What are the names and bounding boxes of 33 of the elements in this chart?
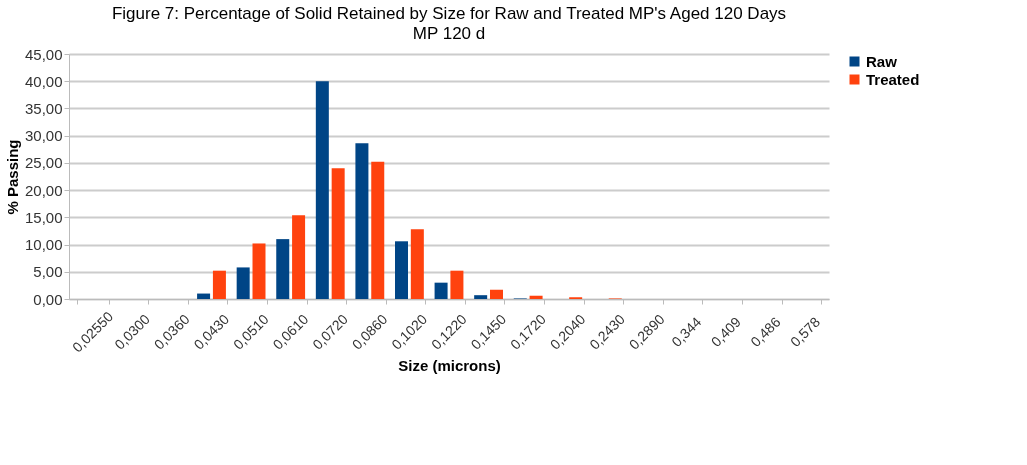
bar [529, 295, 543, 299]
x-axis-title: Size (microns) [398, 357, 501, 375]
bar [276, 239, 290, 299]
bar [315, 81, 329, 299]
legend-label: Treated [866, 70, 920, 88]
bar [197, 293, 211, 299]
bar [371, 161, 385, 299]
bar [212, 270, 226, 299]
bar [252, 243, 266, 299]
chart-subtitle: MP 120 d [412, 24, 486, 43]
bar [450, 270, 464, 299]
bar [355, 143, 369, 299]
chart-title: Figure 7: Percentage of Solid Retained by Size for Raw and Treated MP's Aged 120 Days [111, 4, 787, 23]
bar [474, 295, 488, 299]
bar [490, 289, 503, 299]
bar [236, 267, 250, 299]
y-tick-label: 35,00 [24, 99, 63, 117]
y-tick-label: 0,00 [33, 290, 63, 308]
y-tick-label: 45,00 [24, 45, 63, 63]
y-tick-label: 15,00 [24, 208, 63, 226]
y-tick-label: 30,00 [24, 127, 63, 145]
bar [395, 241, 408, 299]
legend-label: Raw [866, 52, 898, 70]
y-tick-label: 20,00 [24, 181, 63, 199]
y-axis-title: % Passing [3, 139, 21, 215]
bar [434, 282, 448, 299]
bar [410, 229, 424, 299]
y-tick-label: 5,00 [33, 263, 63, 281]
y-tick-label: 10,00 [24, 236, 63, 254]
bar [292, 215, 306, 299]
y-tick-label: 25,00 [24, 154, 63, 172]
y-tick-label: 40,00 [24, 72, 63, 90]
bar [331, 168, 345, 299]
